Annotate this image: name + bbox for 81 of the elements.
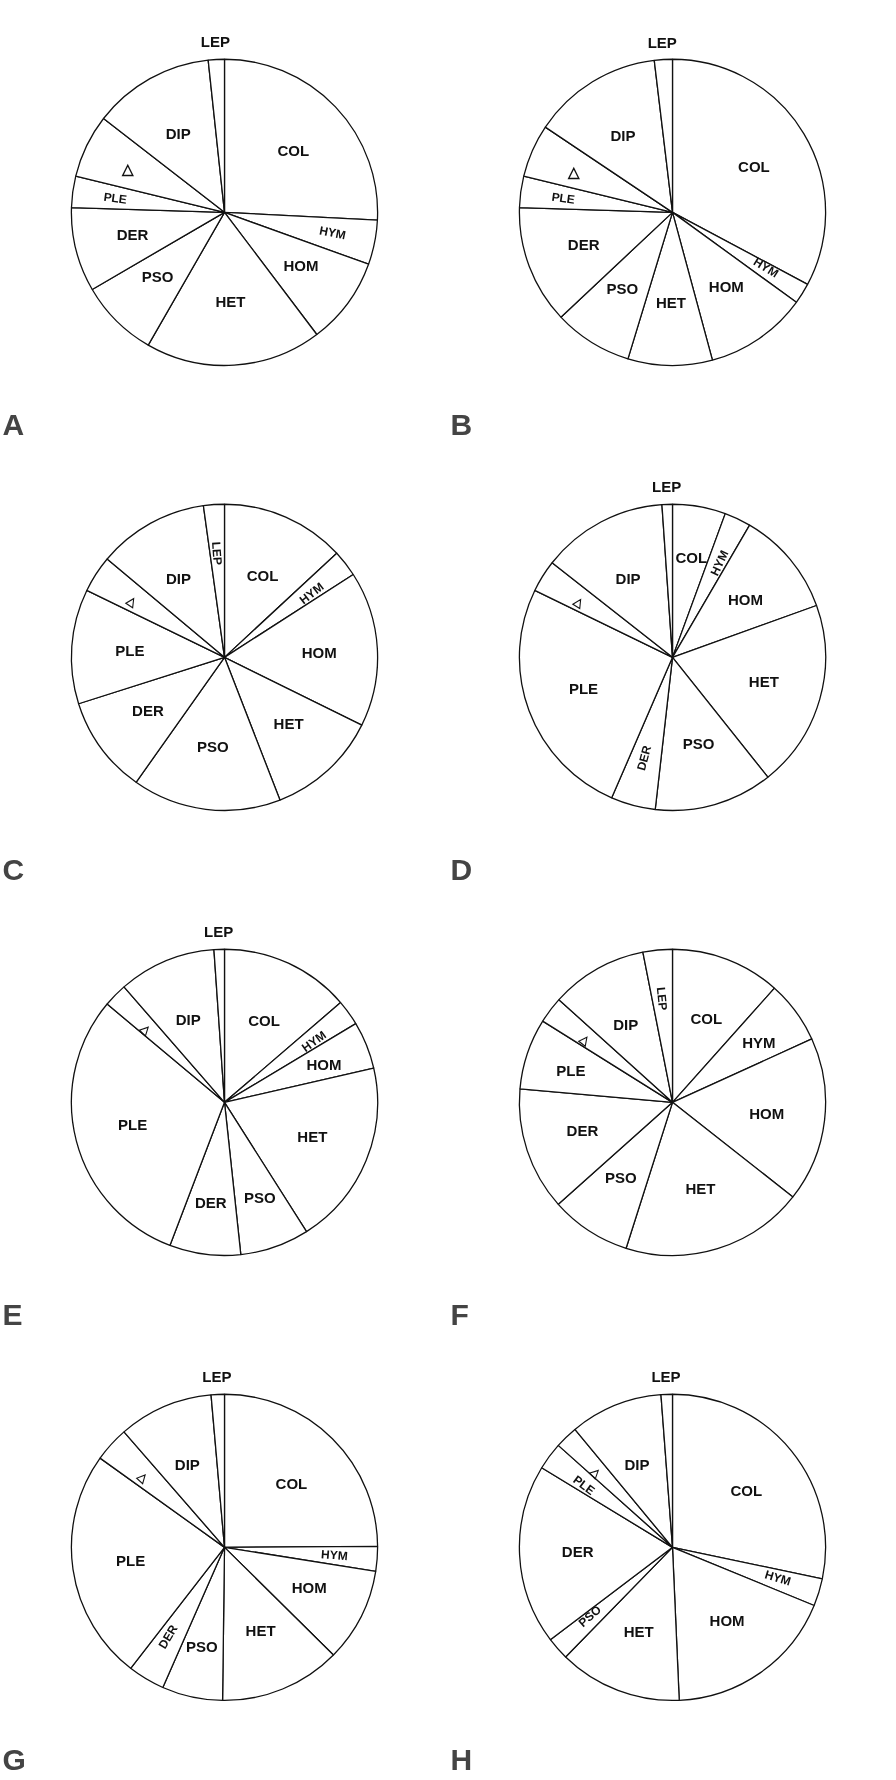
slice-label: HET — [656, 293, 687, 311]
slice-label: DER — [116, 225, 149, 243]
slice-label: DIP — [175, 1010, 201, 1028]
text: F — [450, 1297, 469, 1331]
slice-label: LEP — [200, 33, 230, 51]
slice-label: PLE — [102, 189, 128, 207]
text: D — [450, 852, 473, 886]
slice-label: HYM — [750, 254, 781, 281]
slice-label: △ — [575, 1030, 594, 1049]
slice-label: DIP — [165, 125, 191, 143]
slice-label: HYM — [320, 1547, 349, 1564]
slice-label: COL — [738, 157, 770, 175]
slice-label: HOM — [283, 257, 319, 275]
slice-label: HET — [623, 1622, 654, 1640]
slice-label: HYM — [318, 223, 348, 243]
slice-label: PSO — [185, 1637, 218, 1655]
slice-label: △ — [123, 591, 141, 610]
slice-label: HET — [215, 293, 246, 311]
slice-label: PLE — [118, 1116, 148, 1134]
slice-label: HOM — [306, 1055, 342, 1073]
slice-label: PLE — [550, 189, 576, 207]
slice-label: COL — [275, 1475, 308, 1493]
slice-label: HYM — [742, 1033, 776, 1051]
slice-label: △ — [134, 1468, 152, 1487]
slice-label: COL — [277, 142, 310, 160]
slice-label: HOM — [727, 591, 763, 609]
slice-label: PSO — [141, 267, 174, 285]
slice-label: HOM — [709, 1612, 745, 1630]
slice-label: LEP — [647, 33, 677, 51]
slice-label: DER — [561, 1543, 594, 1561]
slice-label: HOM — [749, 1104, 785, 1122]
slice-label: PSO — [244, 1189, 277, 1207]
slice-label: COL — [690, 1010, 723, 1028]
slice-label: △ — [567, 163, 581, 181]
slice-label: LEP — [653, 986, 670, 1011]
slice-label: PLE — [568, 680, 599, 698]
slice-label: △ — [120, 159, 134, 177]
slice-label: COL — [248, 1012, 280, 1030]
slice-label: HOM — [291, 1579, 327, 1597]
slice-label: HOM — [708, 277, 744, 295]
slice-label: COL — [675, 549, 708, 567]
slice-label: HET — [297, 1127, 328, 1145]
slice-label: DIP — [610, 127, 636, 145]
slice-label: DER — [566, 1122, 599, 1140]
slice-label: PLE — [556, 1061, 586, 1079]
slice-label: DIP — [613, 1015, 639, 1033]
text: H — [450, 1742, 473, 1776]
slice-label: HET — [273, 715, 304, 733]
slice-label: DER — [567, 235, 600, 253]
slice-label: LEP — [202, 1368, 232, 1386]
slice-label: PSO — [682, 735, 715, 753]
slice-label: HYM — [763, 1567, 793, 1589]
slice-label: DIP — [615, 569, 641, 587]
slice-label: PSO — [605, 1169, 638, 1187]
slice-label: PLE — [115, 1551, 146, 1569]
text: B — [450, 407, 473, 441]
slice-label: HYM — [707, 548, 732, 579]
slice-label: LEP — [203, 923, 234, 941]
slice-label: LEP — [651, 1368, 681, 1386]
slice-label: HET — [245, 1621, 276, 1639]
slice-label: HET — [748, 673, 779, 691]
slice-label: PLE — [115, 642, 145, 660]
text: G — [2, 1742, 26, 1776]
slice-label: DER — [634, 743, 655, 773]
slice-label: △ — [570, 593, 588, 611]
slice-label: DER — [194, 1194, 227, 1212]
slice-label: PSO — [197, 737, 230, 755]
text: C — [2, 852, 25, 886]
slice-label: COL — [246, 566, 279, 584]
slice-label: LEP — [651, 478, 682, 496]
slice-label: HET — [685, 1179, 716, 1197]
slice-label: HOM — [301, 643, 337, 661]
text: E — [2, 1297, 23, 1331]
slice-label: DIP — [174, 1456, 200, 1474]
slice-label: PSO — [606, 280, 639, 298]
slice-label: DER — [132, 701, 164, 719]
slice-label: DIP — [166, 570, 192, 588]
slice-label: DIP — [624, 1455, 650, 1473]
text: A — [2, 407, 25, 441]
slice-label: COL — [730, 1482, 763, 1500]
slice-label: LEP — [209, 541, 225, 566]
